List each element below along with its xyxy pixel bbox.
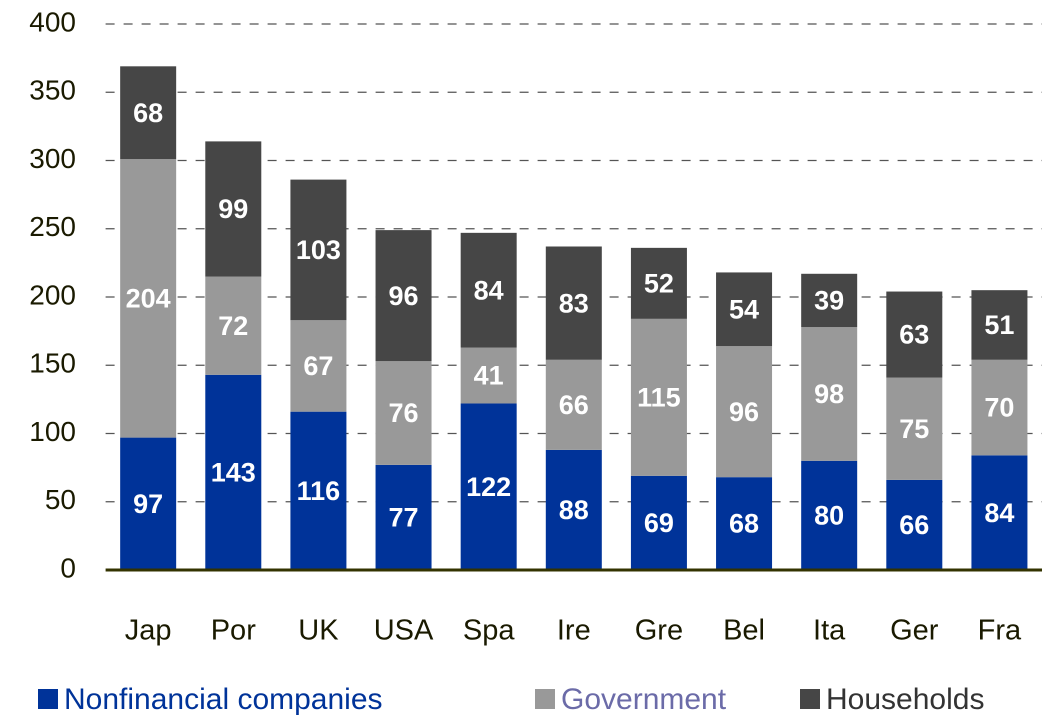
data-label: 52 [644,268,674,298]
data-label: 98 [814,379,844,409]
data-label: 72 [218,311,248,341]
data-label: 77 [389,503,419,533]
data-label: 84 [984,498,1014,528]
bar-segment [716,477,773,570]
legend-label: Households [826,683,984,716]
bar-segment [545,449,602,570]
data-label: 67 [303,351,333,381]
bar-segment [971,290,1028,360]
bar-segment [205,374,262,570]
x-tick-label: UK [298,615,339,647]
y-tick-label: 150 [29,348,76,379]
x-tick-label: Ger [890,615,939,647]
y-tick-label: 350 [29,75,76,106]
bar-segment [801,327,858,461]
bar-segment [290,179,347,321]
data-label: 116 [297,476,341,506]
bar-segment [460,347,517,404]
bar-segment [886,291,943,378]
bar-segment [886,377,943,480]
legend-label: Nonfinancial companies [64,683,383,716]
bar-segment [460,232,517,348]
data-label: 96 [389,281,419,311]
data-label: 103 [296,235,341,265]
data-label: 122 [466,472,511,502]
x-tick-label: Por [211,615,256,647]
bar-segment [375,230,432,362]
x-tick-label: USA [374,615,434,647]
legend-swatch [800,689,820,709]
bar-segment [290,411,347,570]
bar-segment [120,159,177,438]
bar-segment [630,318,687,476]
data-label: 96 [729,397,759,427]
bar-segment [801,460,858,570]
data-label: 69 [644,508,674,538]
bar-segment [801,273,858,328]
data-label: 54 [729,294,759,324]
bar-segment [545,359,602,450]
legend-label: Government [561,683,727,716]
data-label: 204 [126,283,171,313]
x-tick-label: Fra [978,615,1022,647]
bar-segment [545,246,602,360]
y-tick-label: 100 [29,416,76,447]
bar-segment [460,403,517,570]
y-tick-label: 50 [45,484,76,515]
y-tick-label: 0 [60,552,76,583]
bar-segment [716,272,773,347]
legend-swatch [535,689,555,709]
x-tick-label: Gre [635,615,683,647]
bar-segment [630,475,687,570]
data-label: 68 [133,98,163,128]
legend-swatch [38,689,58,709]
data-label: 66 [899,510,929,540]
data-label: 70 [984,393,1014,423]
data-label: 97 [133,489,163,519]
data-label: 63 [899,320,929,350]
data-label: 41 [474,361,504,391]
data-label: 84 [474,275,504,305]
bar-segment [971,455,1028,570]
x-tick-label: Jap [125,615,172,647]
bar-segment [120,66,177,160]
data-label: 66 [559,390,589,420]
bar-segment [205,141,262,277]
y-tick-label: 400 [29,6,76,37]
y-tick-label: 300 [29,143,76,174]
data-label: 88 [559,495,589,525]
bar-segment [375,464,432,570]
bar-segment [120,437,177,570]
x-tick-label: Spa [463,615,515,647]
y-tick-label: 250 [29,211,76,242]
data-label: 39 [814,286,844,316]
data-label: 51 [984,310,1014,340]
data-label: 76 [389,398,419,428]
x-tick-label: Ire [557,615,591,647]
data-label: 143 [211,458,256,488]
x-tick-label: Ita [813,615,846,647]
bar-segment [971,359,1028,456]
data-label: 99 [218,194,248,224]
x-tick-label: Bel [723,615,765,647]
data-label: 68 [729,509,759,539]
bar-segment [716,346,773,478]
bar-segment [290,320,347,412]
data-label: 83 [559,288,589,318]
y-tick-label: 200 [29,279,76,310]
data-label: 115 [637,382,681,412]
data-label: 80 [814,501,844,531]
bar-segment [205,276,262,375]
data-label: 75 [899,414,929,444]
bar-segment [886,479,943,570]
bar-segment [375,361,432,465]
bar-segment [630,247,687,319]
